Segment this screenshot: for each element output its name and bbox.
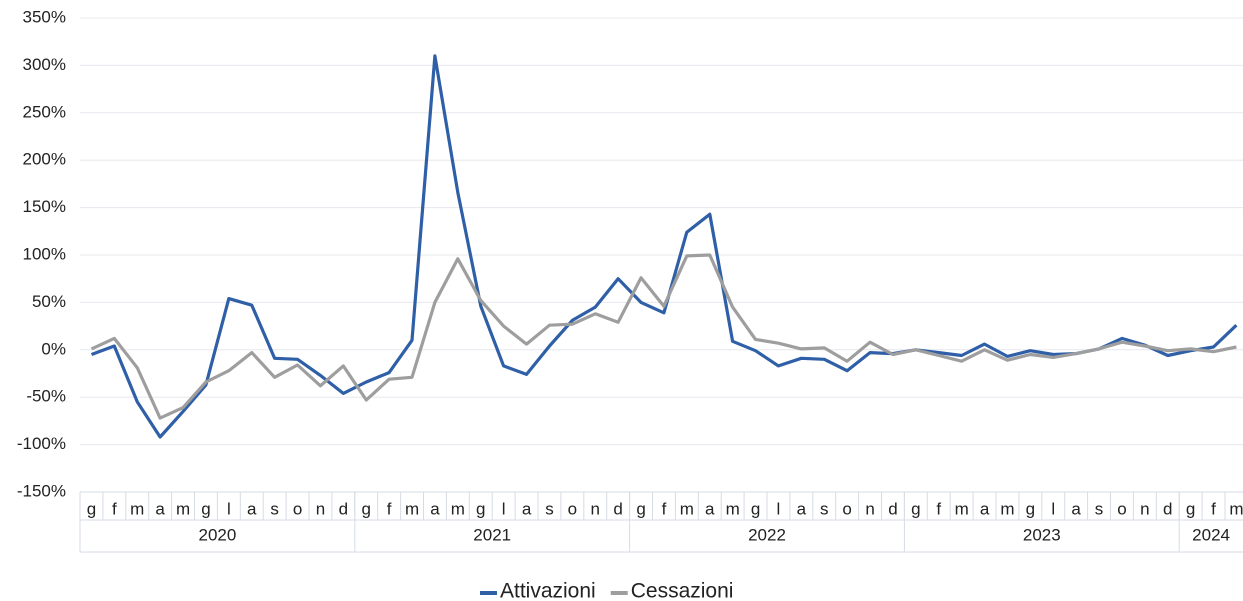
x-tick-label: g — [362, 499, 371, 518]
x-tick-label: a — [430, 499, 440, 518]
group-label: 2020 — [198, 525, 236, 544]
x-tick-label: m — [451, 499, 465, 518]
y-tick-label: 350% — [23, 7, 66, 26]
x-tick-label: m — [405, 499, 419, 518]
x-tick-label: g — [1026, 499, 1035, 518]
x-tick-label: d — [613, 499, 622, 518]
x-tick-label: g — [476, 499, 485, 518]
group-label: 2023 — [1023, 525, 1061, 544]
y-tick-label: 0% — [41, 339, 66, 358]
y-tick-label: 200% — [23, 150, 66, 169]
x-tick-label: l — [227, 499, 231, 518]
x-tick-label: o — [842, 499, 851, 518]
x-tick-label: g — [636, 499, 645, 518]
x-tick-label: g — [201, 499, 210, 518]
x-tick-label: a — [1071, 499, 1081, 518]
x-tick-label: l — [777, 499, 781, 518]
x-tick-label: a — [247, 499, 257, 518]
x-tick-label: m — [1000, 499, 1014, 518]
x-tick-label: s — [545, 499, 554, 518]
x-tick-label: n — [1140, 499, 1149, 518]
group-label: 2021 — [473, 525, 511, 544]
x-tick-label: d — [339, 499, 348, 518]
x-tick-label: g — [87, 499, 96, 518]
x-tick-label: a — [980, 499, 990, 518]
x-tick-label: f — [936, 499, 941, 518]
x-tick-label: m — [130, 499, 144, 518]
x-tick-label: o — [293, 499, 302, 518]
x-tick-label: g — [1186, 499, 1195, 518]
x-tick-label: s — [270, 499, 279, 518]
x-tick-label: m — [680, 499, 694, 518]
legend-label: Cessazioni — [631, 580, 734, 601]
legend: Attivazioni Cessazioni — [480, 580, 733, 601]
x-tick-label: o — [568, 499, 577, 518]
group-label: 2022 — [748, 525, 786, 544]
y-tick-label: -50% — [26, 387, 66, 406]
x-tick-label: f — [662, 499, 667, 518]
y-tick-label: 250% — [23, 102, 66, 121]
y-tick-label: 150% — [23, 197, 66, 216]
y-tick-label: 50% — [32, 292, 66, 311]
x-tick-label: n — [591, 499, 600, 518]
legend-label: Attivazioni — [500, 580, 596, 601]
x-tick-label: f — [1211, 499, 1216, 518]
y-tick-label: 300% — [23, 55, 66, 74]
x-tick-label: s — [1095, 499, 1104, 518]
x-tick-label: f — [112, 499, 117, 518]
x-tick-label: d — [1163, 499, 1172, 518]
x-tick-label: a — [705, 499, 715, 518]
x-tick-label: l — [1051, 499, 1055, 518]
series-line — [90, 253, 1237, 420]
y-tick-label: 100% — [23, 244, 66, 263]
x-tick-label: l — [502, 499, 506, 518]
x-tick-label: m — [726, 499, 740, 518]
x-tick-label: m — [1229, 499, 1243, 518]
x-tick-label: a — [522, 499, 532, 518]
group-label: 2024 — [1192, 525, 1230, 544]
x-tick-label: g — [911, 499, 920, 518]
x-tick-label: n — [316, 499, 325, 518]
x-tick-label: f — [387, 499, 392, 518]
x-tick-label: o — [1117, 499, 1126, 518]
y-tick-label: -100% — [17, 434, 66, 453]
y-tick-label: -150% — [17, 481, 66, 500]
x-tick-label: d — [888, 499, 897, 518]
x-tick-label: s — [820, 499, 829, 518]
series-line — [90, 54, 1238, 439]
x-tick-label: a — [797, 499, 807, 518]
x-tick-label: m — [176, 499, 190, 518]
x-tick-label: g — [751, 499, 760, 518]
x-tick-label: m — [955, 499, 969, 518]
x-tick-label: a — [155, 499, 165, 518]
x-tick-label: n — [865, 499, 874, 518]
